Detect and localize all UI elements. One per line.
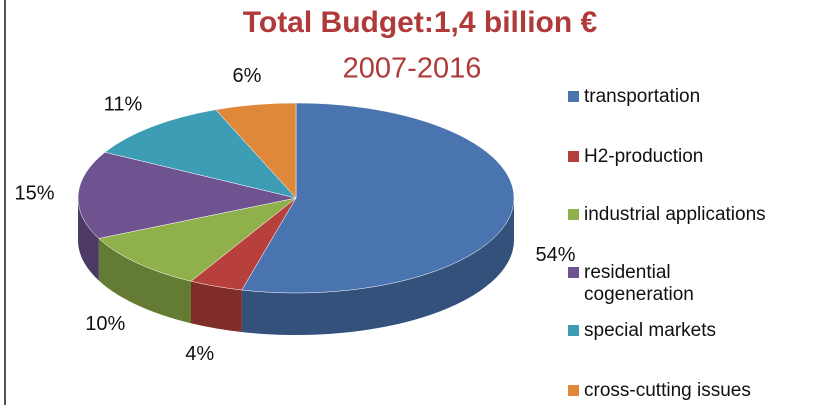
- legend-swatch: [568, 267, 579, 278]
- legend-label: industrial applications: [584, 204, 766, 225]
- pie-slice: [241, 102, 515, 294]
- pie-side-shade: [241, 198, 515, 336]
- legend-label: special markets: [584, 320, 716, 341]
- legend-swatch: [568, 91, 579, 102]
- pie-side: [98, 238, 191, 324]
- legend-label: cross-cutting issues: [584, 380, 751, 401]
- pie-side-shade: [98, 238, 191, 324]
- pie-side-shade: [190, 281, 242, 333]
- chart-subtitle: 2007-2016: [343, 53, 482, 85]
- legend-swatch: [568, 385, 579, 396]
- chart-title: Total Budget:1,4 billion €: [243, 6, 598, 39]
- pie-slice: [215, 102, 297, 199]
- legend-swatch: [568, 209, 579, 220]
- legend-label: transportation: [584, 86, 701, 107]
- legend-swatch: [568, 325, 579, 336]
- pie-slice: [77, 151, 297, 239]
- data-label: 4%: [185, 343, 214, 365]
- data-label: 54%: [536, 244, 576, 266]
- data-label: 6%: [233, 65, 262, 87]
- pie-side: [190, 281, 242, 333]
- data-label: 10%: [85, 313, 125, 335]
- data-label: 15%: [15, 182, 55, 204]
- legend-label: residential cogeneration: [584, 262, 694, 305]
- legend-label: H2-production: [584, 146, 704, 167]
- pie-side: [241, 198, 515, 336]
- pie-slice: [104, 109, 297, 199]
- legend-swatch: [568, 151, 579, 162]
- pie-slice: [98, 197, 297, 282]
- data-label: 11%: [104, 94, 143, 116]
